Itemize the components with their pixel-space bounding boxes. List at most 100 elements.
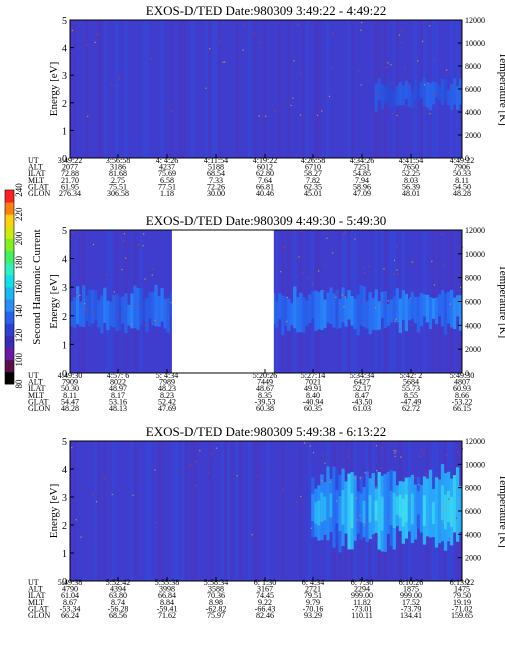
heatmap-speckle — [195, 461, 197, 463]
ephemeris-value: 54.50 — [453, 182, 471, 191]
heatmap-band-cell — [109, 301, 113, 326]
heatmap-speckle — [111, 493, 113, 496]
heatmap-band-cell — [160, 288, 164, 322]
heatmap-band-cell — [136, 288, 140, 330]
heatmap-band-cell — [151, 292, 155, 326]
heatmap-speckle — [387, 62, 389, 64]
ephemeris-value: 7906 — [454, 163, 470, 172]
heatmap-speckle — [321, 480, 323, 482]
heatmap-band-cell — [383, 291, 387, 329]
heatmap-column — [73, 20, 77, 158]
ephemeris-value: 63.80 — [109, 591, 127, 600]
colorbar-tick-label: 160 — [14, 280, 24, 294]
heatmap-band-core — [410, 493, 415, 525]
y-tick-label: 4 — [62, 465, 67, 476]
heatmap-band-core — [449, 496, 454, 527]
colorbar-tick-label: 100 — [14, 353, 24, 367]
ephemeris-value: 61.95 — [61, 182, 79, 191]
heatmap-band-cell — [425, 478, 430, 537]
ephemeris-value: 6: 7:30 — [351, 578, 373, 587]
ephemeris-value: 6:13:22 — [450, 578, 474, 587]
heatmap-speckle — [363, 319, 365, 321]
heatmap-speckle — [381, 447, 383, 449]
heatmap-band-cell — [455, 295, 460, 317]
heatmap-column — [208, 441, 213, 581]
heatmap-band-cell — [434, 297, 439, 325]
ephemeris-value: 1875 — [403, 585, 419, 594]
heatmap-band-cell — [455, 467, 460, 542]
ephemeris-value: 52.42 — [158, 397, 176, 406]
heatmap-band-cell — [299, 292, 303, 333]
ephemeris-value: 21.70 — [61, 176, 79, 185]
y2-tick-label: 0 — [465, 154, 469, 163]
heatmap-speckle — [144, 278, 146, 280]
ephemeris-value: 54.47 — [61, 397, 79, 406]
ephemeris-row-label: GLAT — [28, 604, 49, 613]
heatmap-band-cell — [392, 91, 396, 106]
heatmap-band-core — [422, 495, 427, 526]
heatmap-band-cell — [413, 484, 418, 540]
ephemeris-value: 8.40 — [306, 391, 320, 400]
heatmap-band-cell — [380, 291, 384, 318]
ephemeris-value: 5: 4:34 — [156, 371, 178, 380]
y-axis-label: Energy [eV] — [48, 274, 60, 328]
heatmap-speckle — [199, 449, 201, 452]
heatmap-speckle — [396, 269, 398, 271]
ephemeris-value: 8.84 — [160, 598, 174, 607]
y-tick-label: 1 — [62, 549, 67, 560]
ephemeris-value: -40.94 — [303, 397, 324, 406]
y2-axis-label: Temperature [K] — [497, 474, 505, 547]
ephemeris-row-label: UT — [28, 156, 39, 165]
heatmap-band-cell — [446, 291, 451, 324]
ephemeris-value: 2721 — [305, 585, 321, 594]
ephemeris-value: 9.22 — [258, 598, 272, 607]
heatmap-column — [160, 441, 164, 581]
heatmap-speckle — [443, 506, 445, 509]
heatmap-column — [317, 20, 321, 158]
colorbar-swatch — [5, 190, 14, 203]
heatmap-band-cell — [383, 85, 387, 104]
ephemeris-value: 5:55:38 — [155, 578, 179, 587]
heatmap-speckle — [324, 265, 326, 267]
heatmap-speckle — [326, 237, 328, 239]
heatmap-column — [214, 20, 219, 158]
heatmap-speckle — [411, 324, 413, 326]
heatmap-speckle — [427, 475, 429, 477]
heatmap-speckle — [236, 475, 238, 477]
heatmap-speckle — [300, 495, 302, 498]
heatmap-band-cell — [76, 286, 80, 325]
ephemeris-value: 58.96 — [353, 182, 371, 191]
heatmap-band-cell — [344, 297, 348, 327]
heatmap-speckle — [310, 527, 312, 529]
heatmap-speckle — [429, 113, 431, 115]
heatmap-band-cell — [359, 285, 363, 326]
ephemeris-value: 5:34:34 — [350, 371, 374, 380]
heatmap-band-cell — [422, 294, 427, 317]
heatmap-band-core — [323, 496, 327, 521]
heatmap-speckle — [71, 231, 73, 233]
heatmap-band-core — [398, 494, 402, 518]
heatmap-speckle — [423, 452, 425, 454]
colorbar-swatch — [5, 359, 14, 373]
heatmap-band-cell — [332, 466, 336, 548]
ephemeris-value: 52.17 — [353, 384, 371, 393]
ephemeris-value: 3588 — [208, 585, 224, 594]
ephemeris-value: 4:26:58 — [301, 156, 325, 165]
heatmap-speckle — [360, 84, 362, 86]
ephemeris-value: 4:11:54 — [204, 156, 228, 165]
heatmap-speckle — [132, 303, 135, 305]
ephemeris-value: 2294 — [354, 585, 370, 594]
heatmap-speckle — [95, 501, 98, 503]
ephemeris-value: 4:41:54 — [399, 156, 423, 165]
heatmap-column — [79, 230, 83, 373]
colorbar-tick-label: 80 — [14, 379, 24, 389]
heatmap-band-cell — [106, 300, 110, 331]
y2-axis-label: Temperature [K] — [497, 52, 505, 125]
heatmap-band-core — [329, 493, 333, 518]
heatmap-band-cell — [410, 291, 415, 319]
heatmap-speckle — [86, 44, 88, 46]
heatmap-band-cell — [389, 299, 393, 323]
colorbar-swatch — [5, 202, 14, 215]
heatmap-speckle — [222, 61, 224, 63]
